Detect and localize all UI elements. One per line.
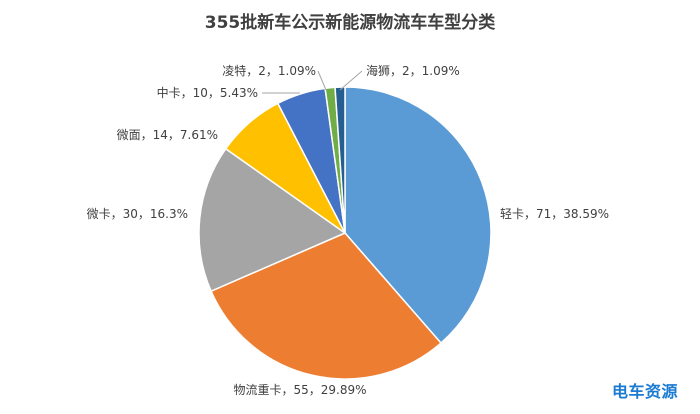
chart-title: 355批新车公示新能源物流车车型分类 <box>204 13 496 33</box>
slice-label-5: 中卡，10，5.43% <box>157 85 258 100</box>
slice-label-2: 物流重卡，55，29.89% <box>233 383 366 397</box>
slice-label-4: 微面，14，7.61% <box>117 128 218 142</box>
pie-slice-3 <box>198 147 347 293</box>
slice-label-6: 凌特，2，1.09% <box>222 63 316 78</box>
slice-label-3: 微卡，30，16.3% <box>87 207 188 221</box>
pie-slice-7 <box>334 86 346 234</box>
slice-label-7: 海狮，2，1.09% <box>366 63 460 78</box>
leader-line-7 <box>339 70 363 91</box>
brand-watermark: 电车资源 <box>611 382 678 401</box>
slice-label-1: 轻卡，71，38.59% <box>500 207 609 221</box>
pie-slice-1 <box>344 86 492 345</box>
leader-line-6 <box>317 70 327 91</box>
pie-slice-2 <box>210 232 443 380</box>
